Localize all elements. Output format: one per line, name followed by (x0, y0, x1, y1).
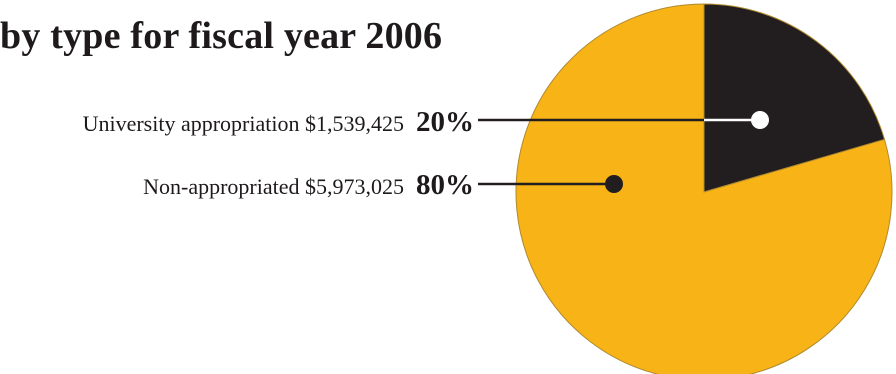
chart-title: by type for fiscal year 2006 (0, 15, 443, 57)
legend-entry-non-appropriated: Non-appropriated $5,973,025 80% (143, 169, 474, 202)
slice-percent-label: 20% (416, 106, 474, 138)
leader-dot (605, 175, 623, 193)
slice-label: Non-appropriated $5,973,025 (143, 174, 404, 199)
slice-percent-label: 80% (416, 169, 474, 201)
pie-slice-university-appropriation (703, 3, 886, 193)
pie-slice-non-appropriated (515, 3, 893, 374)
leader-dot (751, 111, 769, 129)
slice-label: University appropriation $1,539,425 (82, 111, 404, 136)
legend-entry-university-appropriation: University appropriation $1,539,425 20% (83, 106, 474, 139)
